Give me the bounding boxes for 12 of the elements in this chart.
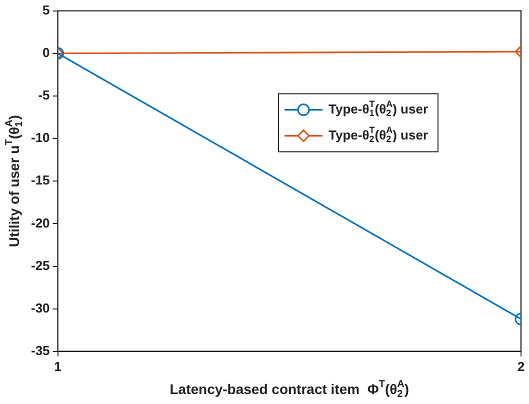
y-axis-title: Utility of user uT(θA1) [4,115,25,248]
y-tick-label: -10 [30,130,50,146]
y-tick-label: -35 [30,342,50,358]
y-tick-label: -30 [30,300,50,316]
y-tick-label: -15 [30,172,50,188]
y-tick-label: 0 [42,44,50,60]
y-tick-label: 5 [42,2,50,18]
y-tick-label: -20 [30,215,50,230]
x-tick-label: 1 [54,358,62,374]
x-tick-label: 2 [517,358,525,374]
y-tick-label: -25 [30,258,50,273]
y-tick-label: -5 [38,88,50,103]
